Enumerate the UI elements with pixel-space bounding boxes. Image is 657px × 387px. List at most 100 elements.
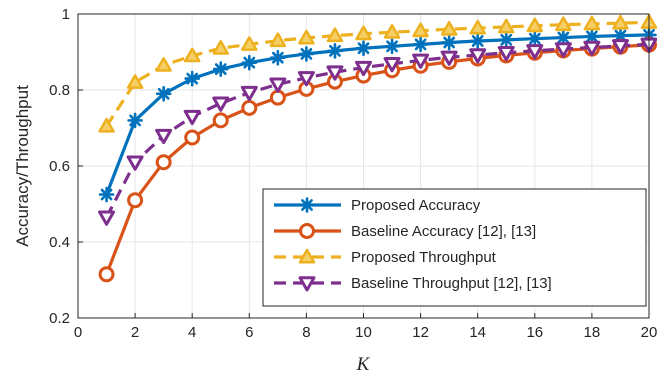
x-tick-label: 0: [74, 324, 82, 341]
data-point: [127, 112, 143, 129]
data-point: [212, 39, 229, 55]
data-point: [497, 46, 515, 62]
y-tick-label: 0.2: [49, 310, 70, 327]
data-point: [440, 50, 458, 66]
series-group: [98, 14, 657, 283]
data-point: [441, 34, 457, 51]
data-point: [355, 40, 372, 57]
data-point: [126, 74, 144, 89]
data-point: [183, 109, 201, 126]
legend-item: Baseline Accuracy [12], [13]: [274, 223, 536, 240]
data-point: [498, 18, 515, 34]
x-tick-label: 18: [584, 324, 601, 341]
data-point: [298, 29, 315, 45]
data-point: [412, 36, 429, 53]
data-point: [526, 44, 544, 60]
series-1: [98, 27, 657, 203]
data-point: [611, 39, 629, 55]
data-point: [98, 266, 115, 283]
legend-marker: [298, 276, 316, 292]
data-point: [127, 192, 144, 209]
data-point: [526, 17, 544, 33]
data-point: [355, 60, 372, 77]
x-tick-label: 10: [355, 324, 372, 341]
data-point: [98, 117, 115, 133]
legend-item: Proposed Throughput: [274, 248, 497, 266]
data-point: [241, 54, 258, 71]
data-point: [383, 57, 401, 73]
legend-label: Baseline Throughput [12], [13]: [351, 275, 552, 292]
legend-marker: [298, 248, 316, 264]
y-tick-label: 1: [62, 6, 70, 23]
data-point: [240, 85, 258, 102]
y-tick-label: 0.8: [49, 82, 70, 99]
legend-box: [262, 188, 647, 307]
data-point: [555, 16, 572, 32]
data-point: [98, 210, 116, 226]
data-point: [526, 30, 543, 47]
data-point: [498, 32, 515, 48]
x-tick-label: 8: [302, 324, 310, 341]
data-point: [412, 22, 429, 38]
data-point: [326, 27, 344, 43]
data-point: [270, 49, 286, 66]
x-tick-label: 14: [469, 324, 486, 341]
data-point: [269, 77, 287, 93]
x-tick-label: 4: [188, 324, 196, 341]
data-point: [583, 15, 601, 31]
series-3: [98, 14, 657, 133]
legend-label: Baseline Accuracy [12], [13]: [351, 223, 536, 240]
data-point: [469, 33, 486, 49]
y-tick-label: 0.6: [49, 158, 70, 175]
data-point: [126, 155, 144, 171]
data-point: [98, 186, 115, 203]
data-point: [555, 29, 572, 46]
data-point: [241, 99, 258, 116]
data-point: [355, 25, 372, 41]
series-4: [98, 37, 657, 226]
legend-marker: [299, 197, 315, 213]
x-axis-label: K: [356, 354, 371, 375]
x-tick-label: 20: [641, 324, 657, 341]
data-point: [183, 47, 201, 63]
data-point: [327, 43, 343, 59]
x-tick-label: 2: [131, 324, 139, 341]
data-point: [612, 14, 629, 30]
data-point: [469, 19, 486, 35]
y-tick-label: 0.4: [49, 234, 70, 251]
legend-label: Proposed Throughput: [351, 249, 497, 266]
data-point: [383, 23, 401, 39]
legend: Proposed Accuracy Baseline Accuracy [12],…: [262, 188, 647, 307]
data-point: [184, 129, 201, 146]
data-point: [241, 36, 258, 51]
data-point: [155, 154, 172, 171]
data-point: [554, 42, 572, 58]
ticks: 0 2 4 6 8 10 12 14 16 18 20 0.2 0.4 0.6 0.8 1: [49, 6, 657, 341]
legend-item: Proposed Accuracy: [274, 197, 481, 214]
data-point: [583, 40, 601, 56]
data-point: [212, 112, 229, 129]
legend-item: Baseline Throughput [12], [13]: [274, 275, 552, 292]
x-tick-label: 6: [245, 324, 253, 341]
data-point: [297, 71, 315, 87]
data-point: [212, 61, 229, 77]
legend-label: Proposed Accuracy: [351, 197, 481, 214]
legend-marker: [299, 223, 315, 239]
data-point: [412, 53, 430, 69]
data-point: [384, 38, 400, 55]
x-tick-label: 12: [412, 324, 429, 341]
data-point: [326, 65, 344, 81]
data-point: [269, 89, 286, 106]
data-point: [298, 46, 315, 62]
x-tick-label: 16: [526, 324, 543, 341]
data-point: [155, 128, 173, 145]
data-point: [469, 48, 487, 64]
data-point: [612, 27, 629, 44]
data-point: [212, 96, 230, 112]
data-point: [155, 57, 172, 72]
data-point: [269, 32, 287, 48]
y-axis-label: Accuracy/Throughput: [13, 85, 32, 247]
data-point: [440, 20, 458, 36]
